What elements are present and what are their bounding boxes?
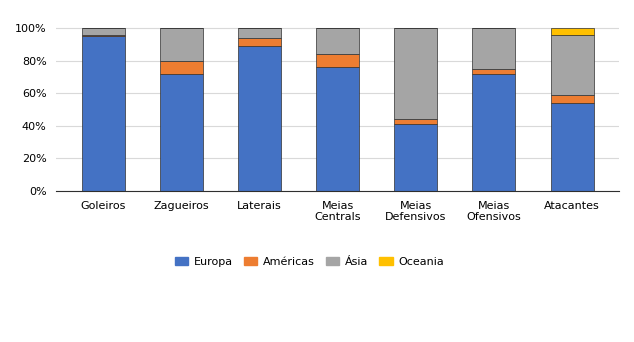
Bar [472, 74, 515, 191]
Bar [82, 28, 125, 35]
Bar [550, 35, 593, 95]
Bar [394, 124, 437, 191]
Legend: Europa, Américas, Ásia, Oceania: Europa, Américas, Ásia, Oceania [171, 253, 448, 272]
Bar [550, 95, 593, 103]
Bar [550, 103, 593, 191]
Bar [472, 69, 515, 74]
Bar [550, 28, 593, 35]
Bar [82, 35, 125, 36]
Bar [472, 28, 515, 69]
Bar [394, 119, 437, 124]
Bar [394, 28, 437, 119]
Bar [82, 36, 125, 191]
Bar [316, 67, 359, 191]
Bar [238, 28, 281, 38]
Bar [160, 74, 203, 191]
Bar [316, 54, 359, 67]
Bar [160, 61, 203, 74]
Bar [238, 38, 281, 46]
Bar [160, 28, 203, 61]
Bar [238, 46, 281, 191]
Bar [316, 28, 359, 54]
